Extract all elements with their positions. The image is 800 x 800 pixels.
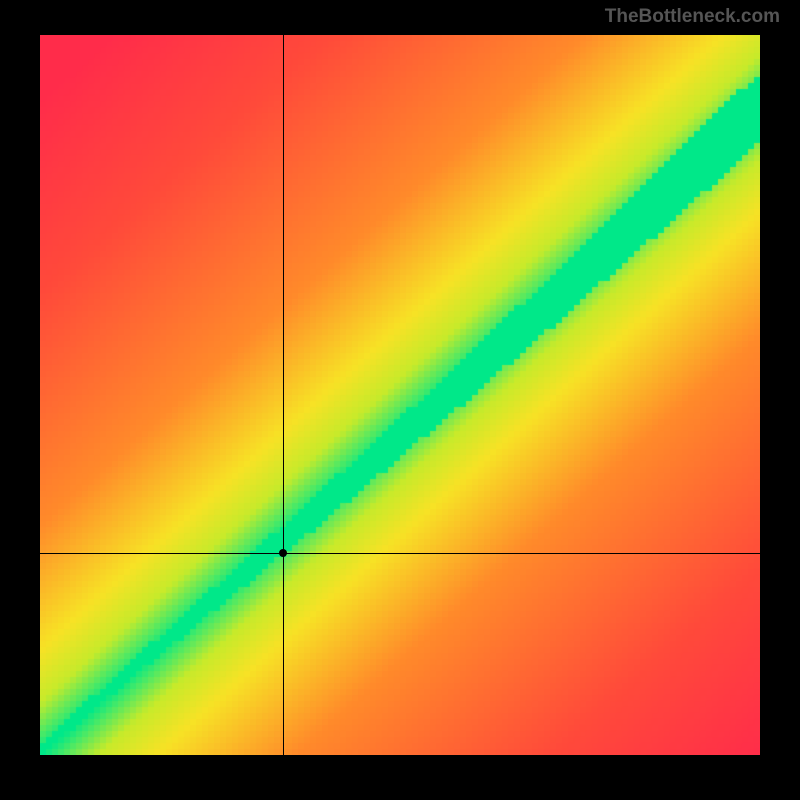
heatmap-plot-area: [40, 35, 760, 755]
crosshair-vertical: [283, 35, 284, 755]
crosshair-horizontal: [40, 553, 760, 554]
watermark-text: TheBottleneck.com: [605, 6, 780, 28]
crosshair-marker: [279, 549, 287, 557]
bottleneck-heatmap: [40, 35, 760, 755]
